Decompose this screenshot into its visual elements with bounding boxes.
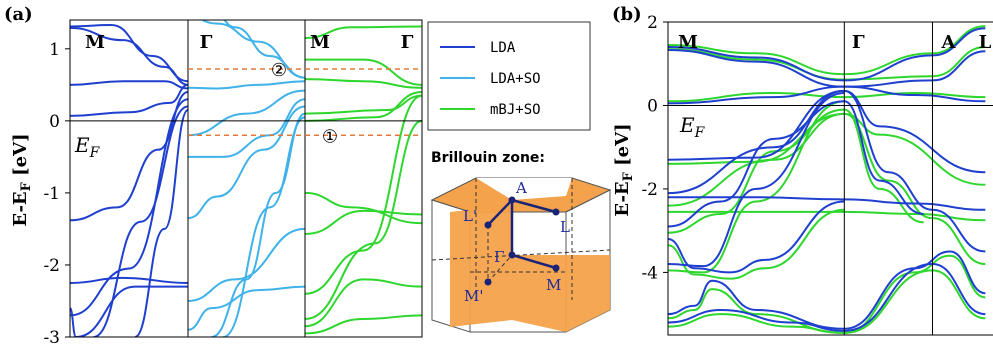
panel-b-ytick: 0 — [647, 96, 658, 116]
energy-marker-label: ② — [271, 60, 287, 81]
band-lda-so-9 — [187, 285, 306, 331]
band-lda-2 — [70, 80, 189, 90]
band-mbj-so-0 — [304, 25, 422, 40]
bz-point-l-prime: L' — [463, 207, 477, 225]
legend-lda: LDA — [490, 40, 516, 56]
panel-a-kpoint-label: M — [85, 32, 105, 53]
band-lda-6 — [70, 98, 189, 317]
panel-a-plot: ② ① 1 0 -1 -2 -3 M Γ M Γ — [43, 19, 423, 346]
band-lda-5 — [70, 276, 189, 284]
band-lda-so-4 — [188, 98, 306, 158]
band-mbj-so-7 — [304, 94, 422, 295]
bz-orange-plane-left — [450, 205, 512, 327]
panel-b-band-mbj-so-8 — [668, 208, 845, 280]
panel-a-kpoint-label: M — [310, 32, 330, 53]
band-mbj-so-2 — [304, 78, 422, 89]
bz-title: Brillouin zone: — [431, 150, 545, 166]
panel-a-ytick: -1 — [43, 184, 60, 204]
band-mbj-so-6 — [304, 209, 422, 235]
panel-b-kpoint-label: Γ — [852, 32, 865, 53]
legend-mbj-so: mBJ+SO — [490, 102, 541, 118]
bz-point-a: A — [515, 179, 527, 197]
panel-b-band-lda-7 — [668, 91, 845, 268]
panel-b-band-mbj-so-7 — [668, 100, 845, 274]
band-mbj-so-3 — [304, 94, 422, 115]
band-mbj-so-4 — [304, 91, 422, 122]
panel-b-frame — [667, 21, 993, 336]
panel-a-ytick: -3 — [43, 328, 60, 346]
band-lda-so-2 — [187, 80, 306, 90]
band-lda-1 — [70, 26, 189, 86]
panel-b-band-mbj-so-4 — [668, 112, 986, 266]
panel-a-fermi-label: EF — [74, 133, 101, 161]
panel-a-ylabel: E-EF [eV] — [10, 133, 34, 226]
panel-b-ytick: 2 — [647, 13, 658, 33]
legend-lda-so: LDA+SO — [490, 71, 541, 87]
panel-b-plot: 2 0 -2 -4 M Γ A L — [641, 13, 993, 336]
panel-b-band-lda-6 — [668, 100, 924, 228]
bz-top-face-white — [476, 178, 572, 200]
band-lda-10 — [75, 285, 188, 337]
panel-b-kpoint-label: M — [678, 32, 698, 53]
panel-b-fermi-label: EF — [679, 113, 706, 141]
legend: LDA LDA+SO mBJ+SO — [427, 21, 591, 131]
panel-b-band-mbj-so-0 — [668, 25, 986, 76]
panel-a-ytick: 0 — [49, 112, 60, 132]
panel-b-band-lda-8 — [668, 200, 845, 274]
bz-point-gamma: Γ — [494, 248, 504, 266]
bz-point-m-prime: M' — [464, 287, 483, 305]
bz-point-m: M — [546, 276, 561, 294]
band-lda-8 — [134, 109, 189, 337]
band-mbj-so-10 — [304, 314, 422, 335]
band-mbj-so-1 — [305, 58, 422, 86]
panel-b-ylabel: E-EF [eV] — [612, 123, 636, 216]
panel-a-ytick: -2 — [43, 256, 60, 276]
panel-b-kpoint-label: L — [979, 32, 992, 53]
panel-b-kpoint-label: A — [940, 32, 956, 53]
panel-a-kpoint-label: Γ — [401, 32, 414, 53]
band-lda-so-3 — [187, 89, 306, 137]
panel-b-ytick: -4 — [641, 263, 658, 283]
panel-b-ytick: -2 — [641, 180, 658, 200]
panel-b-band-lda-10 — [668, 263, 986, 332]
panel-a-kpoint-label: Γ — [200, 32, 213, 53]
bz-point-l: L — [560, 218, 570, 236]
band-lda-3 — [70, 83, 189, 117]
panel-b-label: (b) — [612, 4, 642, 25]
energy-marker-label: ① — [322, 126, 338, 147]
bz-orange-plane-right — [512, 255, 610, 332]
brillouin-zone-inset: Brillouin zone: A L' L Γ M' M — [430, 150, 612, 333]
panel-b-band-lda-5 — [668, 196, 986, 211]
panel-b-band-mbj-so-10 — [668, 269, 986, 334]
panel-a-ytick: 1 — [49, 40, 60, 60]
panel-a-frame — [69, 19, 423, 338]
band-lda-so-8 — [187, 227, 306, 302]
panel-a-label: (a) — [4, 4, 33, 25]
band-lda-so-5 — [187, 105, 306, 220]
band-lda-so-7 — [222, 116, 306, 337]
band-mbj-so-8 — [304, 119, 422, 320]
band-lda-9 — [70, 307, 77, 337]
band-mbj-so-5 — [304, 191, 422, 225]
band-lda-so-6 — [211, 112, 306, 337]
band-mbj-so-9 — [304, 278, 422, 328]
band-lda-so-1 — [223, 20, 306, 79]
panel-b-band-lda-3 — [668, 89, 986, 174]
band-lda-7 — [93, 105, 189, 337]
